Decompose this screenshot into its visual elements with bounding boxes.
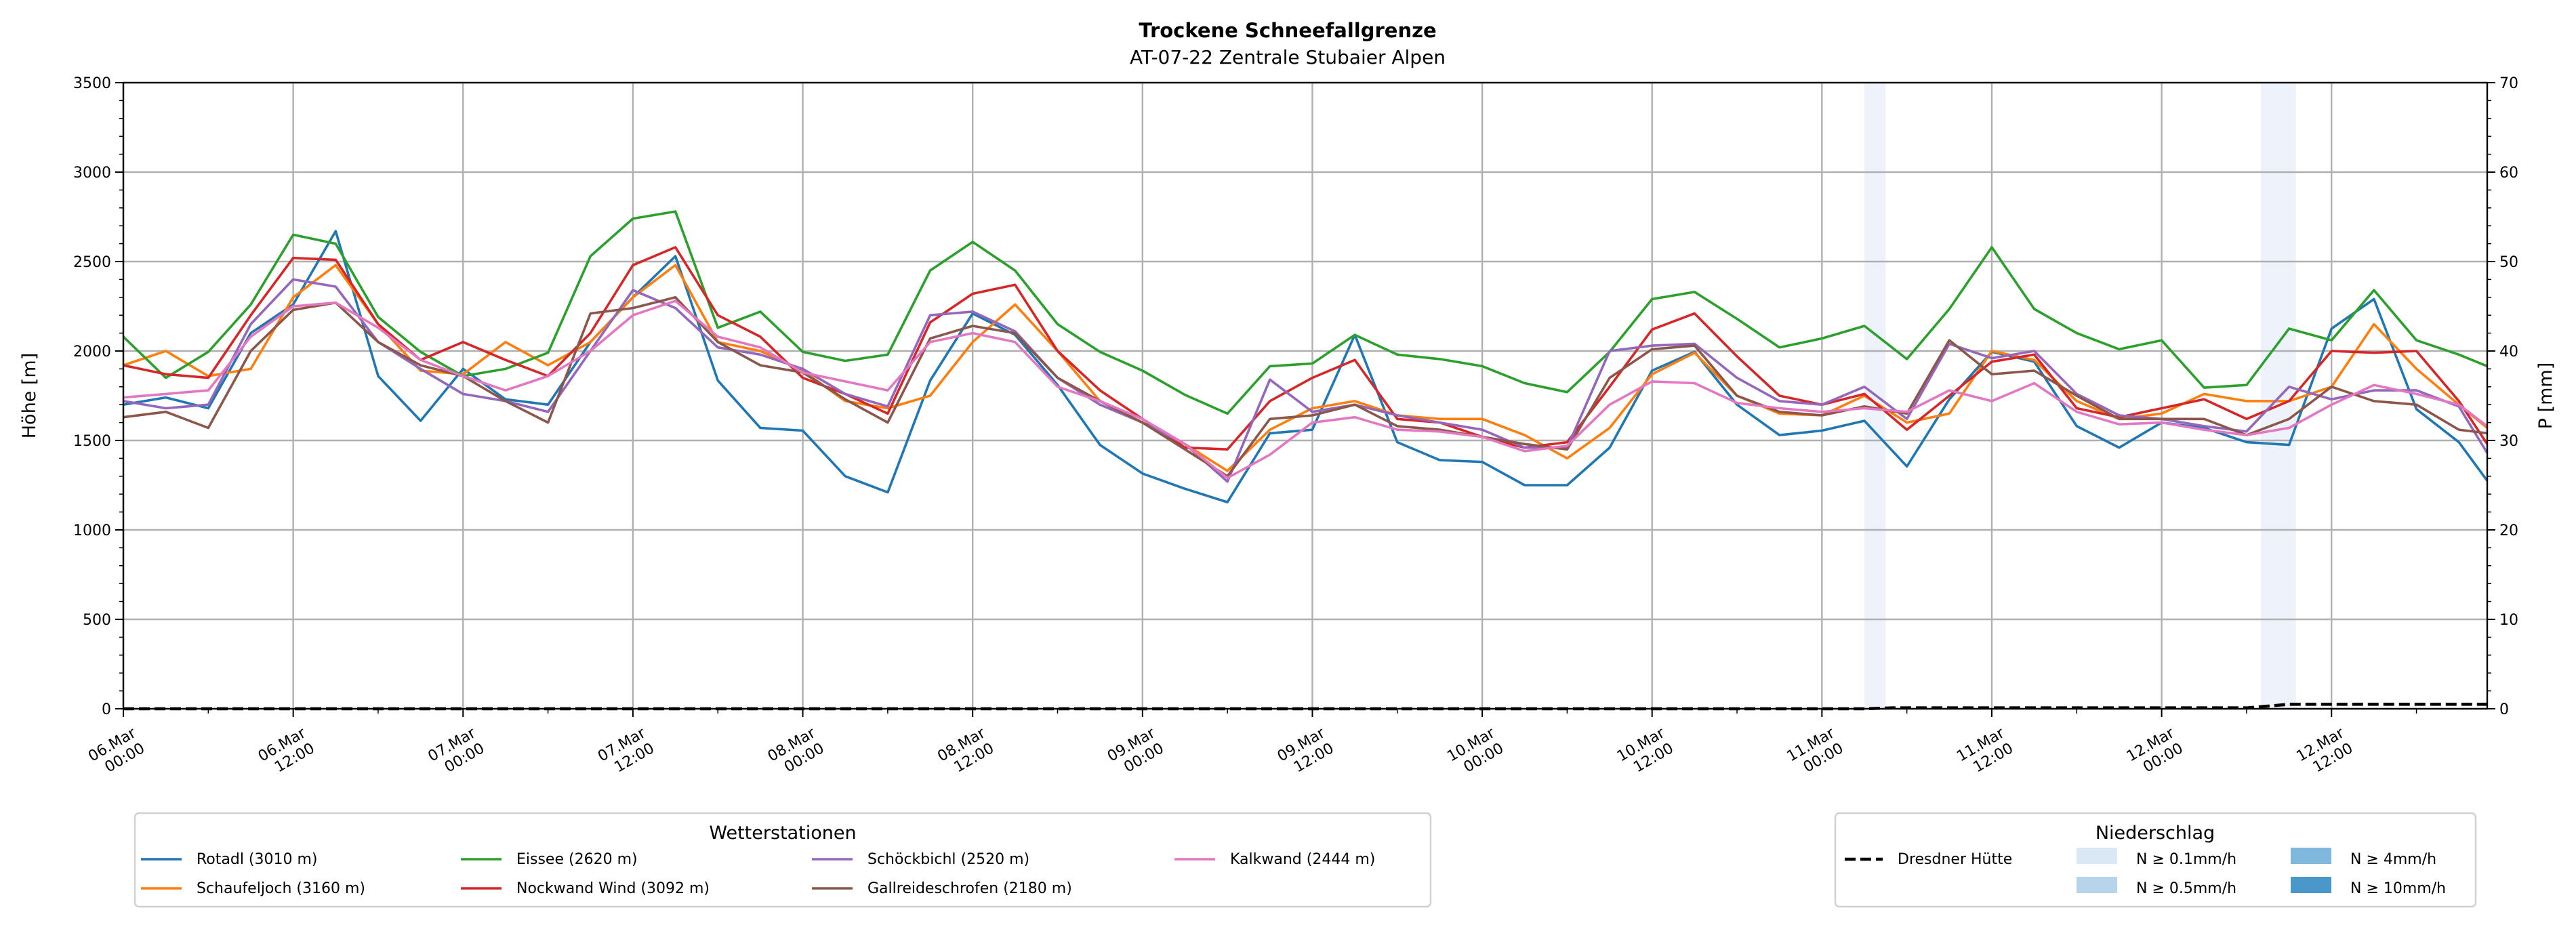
y-tick-label: 500	[83, 612, 111, 629]
x-tick-label: 08.Mar12:00	[935, 724, 998, 781]
x-tick-label: 12.Mar12:00	[2294, 724, 2357, 781]
x-tick-label: 12.Mar00:00	[2124, 724, 2187, 781]
y2-tick-label: 0	[2499, 701, 2509, 718]
legend-label: N ≥ 4mm/h	[2350, 851, 2436, 868]
y-tick-label: 2500	[73, 254, 111, 271]
y2-tick-label: 10	[2499, 612, 2518, 629]
legend-label: N ≥ 10mm/h	[2350, 880, 2446, 897]
chart-title: Trockene Schneefallgrenze	[1139, 19, 1436, 42]
x-tick-label: 06.Mar12:00	[255, 724, 319, 781]
y-axis-label: Höhe [m]	[19, 353, 40, 439]
legend-swatch	[2291, 877, 2331, 893]
legend-label: Schaufeljoch (3160 m)	[197, 880, 365, 897]
series-line-schöckbichl	[123, 278, 2489, 483]
legend-label: N ≥ 0.5mm/h	[2136, 880, 2236, 897]
legend-label: Dresdner Hütte	[1898, 851, 2012, 868]
legend-stations: Wetterstationen Rotadl (3010 m) Schaufeljo…	[134, 812, 1432, 908]
legend-stations-box	[134, 812, 1432, 908]
y-tick-label: 1500	[73, 433, 111, 450]
y-tick-label: 3500	[73, 75, 111, 92]
x-tick-label: 07.Mar00:00	[426, 724, 489, 781]
chart-subtitle: AT-07-22 Zentrale Stubaier Alpen	[1130, 46, 1446, 68]
legend-swatch	[2291, 848, 2331, 864]
y2-tick-label: 30	[2499, 433, 2518, 450]
x-tick-label: 10.Mar12:00	[1614, 724, 1677, 781]
legend-swatch	[2077, 848, 2117, 864]
x-tick-label: 08.Mar00:00	[765, 724, 828, 781]
legend-label: Schöckbichl (2520 m)	[867, 851, 1029, 868]
x-tick-label: 11.Mar12:00	[1954, 724, 2017, 781]
precip-bands	[1864, 83, 2297, 709]
legend-label: Kalkwand (2444 m)	[1230, 851, 1375, 868]
series-line-rotadl	[123, 230, 2489, 503]
legend-label: Gallreideschrofen (2180 m)	[867, 880, 1072, 897]
y-tick-label: 1000	[73, 522, 111, 539]
plot-frame	[122, 81, 2489, 710]
x-tick-label: 10.Mar00:00	[1444, 724, 1507, 781]
legend-swatch	[2077, 877, 2117, 893]
y-tick-label: 0	[102, 701, 111, 718]
series-lines	[122, 210, 2489, 711]
legend-label: Eissee (2620 m)	[516, 851, 638, 868]
x-tick-label: 11.Mar00:00	[1784, 724, 1847, 781]
x-tick-label: 09.Mar00:00	[1105, 724, 1168, 781]
legend-stations-title: Wetterstationen	[709, 823, 856, 844]
y-tick-label: 2000	[73, 344, 111, 360]
precip-band	[2260, 83, 2297, 709]
legend-label: Nockwand Wind (3092 m)	[516, 880, 710, 897]
y2-tick-label: 20	[2499, 522, 2518, 539]
y2-tick-label: 50	[2499, 254, 2518, 271]
series-line-nockwand	[123, 246, 2489, 451]
y2-axis-label: P [mm]	[2535, 363, 2556, 430]
y2-tick-label: 60	[2499, 165, 2518, 182]
y2-tick-label: 70	[2499, 75, 2518, 92]
y-tick-label: 3000	[73, 165, 111, 182]
legend-precip: Niederschlag Dresdner Hütte N ≥ 0.1mm/h N ≥…	[1834, 812, 2477, 908]
legend-label: Rotadl (3010 m)	[197, 851, 318, 868]
x-tick-label: 09.Mar12:00	[1275, 724, 1338, 781]
x-tick-label: 07.Mar12:00	[595, 724, 658, 781]
series-line-kalkwand	[123, 300, 2489, 480]
legend-precip-title: Niederschlag	[2095, 823, 2215, 844]
series-line-eissee	[122, 210, 2488, 415]
y2-tick-label: 40	[2499, 344, 2518, 360]
legend-label: N ≥ 0.1mm/h	[2136, 851, 2236, 868]
series-line-gallreideschrofen	[123, 295, 2488, 478]
x-tick-label: 06.Mar00:00	[85, 724, 148, 781]
